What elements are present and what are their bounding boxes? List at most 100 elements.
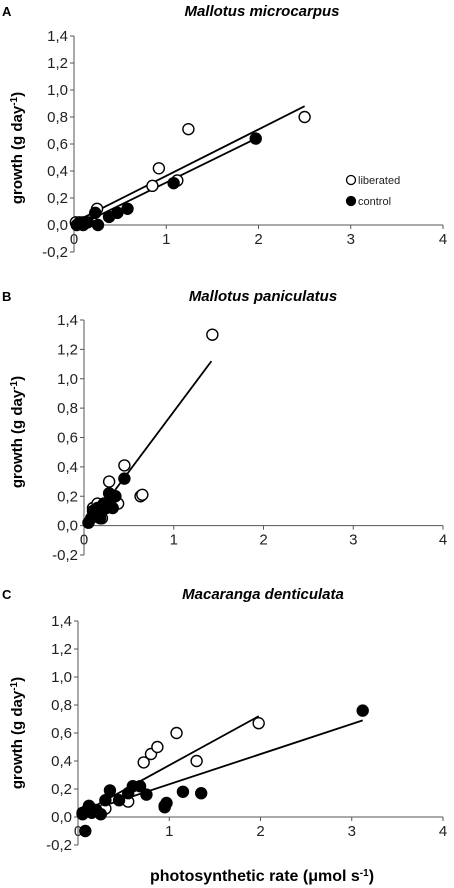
panel-a-x-tick-label: 2 bbox=[254, 231, 262, 248]
panel-a-x-tick-label: 0 bbox=[70, 231, 78, 248]
panel-b-control-point bbox=[118, 472, 131, 485]
panel-c-x-tick-label: 3 bbox=[348, 823, 356, 840]
panel-a-y-tick-label: 1,0 bbox=[47, 82, 68, 99]
panel-c-x-tick-label: 1 bbox=[165, 823, 173, 840]
panel-a-control-point bbox=[91, 218, 105, 232]
panel-a-liberated-point bbox=[152, 162, 166, 175]
panel-b-x-tick-label: 2 bbox=[259, 532, 267, 549]
panel-a-letter: A bbox=[2, 4, 12, 19]
panel-b-liberated-point bbox=[102, 475, 116, 488]
panel-c-liberated-point bbox=[151, 740, 164, 754]
panel-c-y-tick-label: 1,0 bbox=[51, 669, 72, 686]
panel-a-y-tick-label: 0,4 bbox=[47, 163, 68, 180]
panel-b-letter: B bbox=[2, 289, 11, 304]
panel-c-y-tick-label: 0,8 bbox=[51, 697, 72, 714]
panel-c-y-tick-label: 0,2 bbox=[51, 781, 72, 798]
panel-a: A Mallotus microcarpus growth (g day-1) … bbox=[2, 3, 447, 261]
panel-a-trend-line bbox=[76, 105, 306, 222]
panel-a-y-tick-label: 1,4 bbox=[47, 28, 68, 45]
panel-b-x-tick-label: 1 bbox=[170, 532, 178, 549]
panel-c-liberated-point bbox=[252, 717, 265, 730]
panel-c-control-point bbox=[103, 784, 117, 797]
panel-c-letter: C bbox=[2, 587, 12, 602]
panel-c-liberated-point bbox=[137, 756, 150, 769]
panel-a-control-point bbox=[81, 216, 95, 229]
panel-b-y-tick-label: -0,2 bbox=[52, 547, 78, 564]
panel-c-x-tick-label: 4 bbox=[439, 823, 447, 840]
legend: liberated control bbox=[345, 174, 400, 208]
legend-liberated-label: liberated bbox=[358, 175, 400, 187]
panel-c-control-point bbox=[112, 794, 126, 807]
panel-c: C Macaranga denticulata growth (g day-1)… bbox=[2, 586, 447, 854]
panel-b-liberated-point bbox=[206, 328, 219, 341]
legend-control-label: control bbox=[358, 196, 391, 208]
panel-c-x-tick-label: 2 bbox=[256, 823, 264, 840]
panel-c-control-point bbox=[99, 794, 112, 807]
panel-a-liberated-point bbox=[298, 110, 311, 124]
panel-b-y-tick-label: 1,4 bbox=[57, 312, 78, 329]
panel-a-control-point bbox=[167, 176, 180, 190]
legend-liberated-marker bbox=[345, 174, 357, 186]
panel-a-y-tick-label: -0,2 bbox=[42, 244, 68, 261]
panel-a-control-point bbox=[121, 202, 134, 216]
panel-a-liberated-point bbox=[146, 179, 159, 193]
panel-c-y-tick-label: 1,4 bbox=[51, 613, 72, 630]
panel-b-y-tick-label: 1,2 bbox=[57, 341, 78, 358]
panel-b-x-tick-label: 4 bbox=[439, 532, 447, 549]
panel-b-y-tick-label: 0,0 bbox=[57, 518, 78, 535]
panel-c-control-point bbox=[133, 780, 147, 793]
panel-b-liberated-point bbox=[118, 459, 131, 472]
panel-b-liberated-point bbox=[136, 488, 149, 501]
panel-b: B Mallotus paniculatus growth (g day-1) … bbox=[2, 288, 447, 564]
panel-b-y-tick-label: 0,8 bbox=[57, 400, 78, 417]
panel-c-title: Macaranga denticulata bbox=[182, 586, 344, 603]
panel-a-control-point bbox=[249, 132, 262, 145]
panel-a-y-tick-label: 0,8 bbox=[47, 109, 68, 126]
panel-c-control-point bbox=[356, 704, 369, 717]
panel-b-ylabel: growth (g day-1) bbox=[9, 376, 27, 488]
panel-b-y-tick-label: 0,2 bbox=[57, 488, 78, 505]
panel-c-control-point bbox=[194, 787, 208, 800]
panel-c-liberated-point bbox=[170, 726, 183, 740]
panel-a-y-tick-label: 1,2 bbox=[47, 55, 68, 72]
panel-c-control-point bbox=[160, 796, 173, 810]
panel-a-control-point bbox=[89, 206, 102, 220]
panel-c-ylabel: growth (g day-1) bbox=[9, 677, 27, 789]
panel-c-control-point bbox=[140, 788, 153, 801]
panel-c-x-tick-label: 0 bbox=[74, 823, 82, 840]
panel-a-liberated-point bbox=[182, 122, 195, 136]
panel-a-x-tick-label: 4 bbox=[439, 231, 447, 248]
panel-a-ylabel: growth (g day-1) bbox=[9, 92, 27, 204]
panel-a-y-tick-label: 0,2 bbox=[47, 190, 68, 207]
panel-c-y-tick-label: 0,0 bbox=[51, 809, 72, 826]
panel-b-y-tick-label: 1,0 bbox=[57, 371, 78, 388]
panel-b-plot: -0,2 0,0 0,2 0,4 0,6 0,8 1,0 1,2 1,4 0 1 2 3 4 bbox=[52, 312, 447, 564]
panel-c-liberated-point bbox=[190, 754, 203, 768]
panel-b-title: Mallotus paniculatus bbox=[189, 288, 337, 305]
legend-control-marker bbox=[345, 195, 357, 207]
panel-a-y-tick-label: 0,0 bbox=[47, 217, 68, 234]
panel-a-title: Mallotus microcarpus bbox=[184, 3, 339, 20]
panel-c-y-tick-label: 0,6 bbox=[51, 725, 72, 742]
panel-b-control-point bbox=[109, 490, 122, 503]
panel-c-control-point bbox=[94, 808, 108, 821]
panel-b-y-tick-label: 0,6 bbox=[57, 430, 78, 447]
panel-a-x-tick-label: 3 bbox=[347, 231, 355, 248]
panel-c-control-point bbox=[79, 824, 92, 838]
panel-c-trend-line bbox=[82, 715, 260, 814]
panel-b-x-tick-label: 0 bbox=[80, 532, 88, 549]
panel-c-control-point bbox=[176, 785, 190, 798]
panel-c-y-tick-label: 1,2 bbox=[51, 641, 72, 658]
panel-a-plot: -0,2 0,0 0,2 0,4 0,6 0,8 1,0 1,2 1,4 0 1 2 3 4 bbox=[42, 28, 447, 261]
panel-b-y-tick-label: 0,4 bbox=[57, 459, 78, 476]
panel-c-plot: -0,2 0,0 0,2 0,4 0,6 0,8 1,0 1,2 1,4 0 1 2 3 4 bbox=[46, 613, 447, 854]
panel-c-y-tick-label: 0,4 bbox=[51, 753, 72, 770]
panel-c-y-tick-label: -0,2 bbox=[46, 837, 72, 854]
panel-a-x-tick-label: 1 bbox=[162, 231, 170, 248]
panel-a-control-point bbox=[111, 206, 124, 220]
panel-b-x-tick-label: 3 bbox=[349, 532, 357, 549]
panel-a-y-tick-label: 0,6 bbox=[47, 136, 68, 153]
x-axis-label: photosynthetic rate (μmol s-1) bbox=[150, 868, 374, 886]
panel-b-control-point bbox=[106, 501, 119, 515]
